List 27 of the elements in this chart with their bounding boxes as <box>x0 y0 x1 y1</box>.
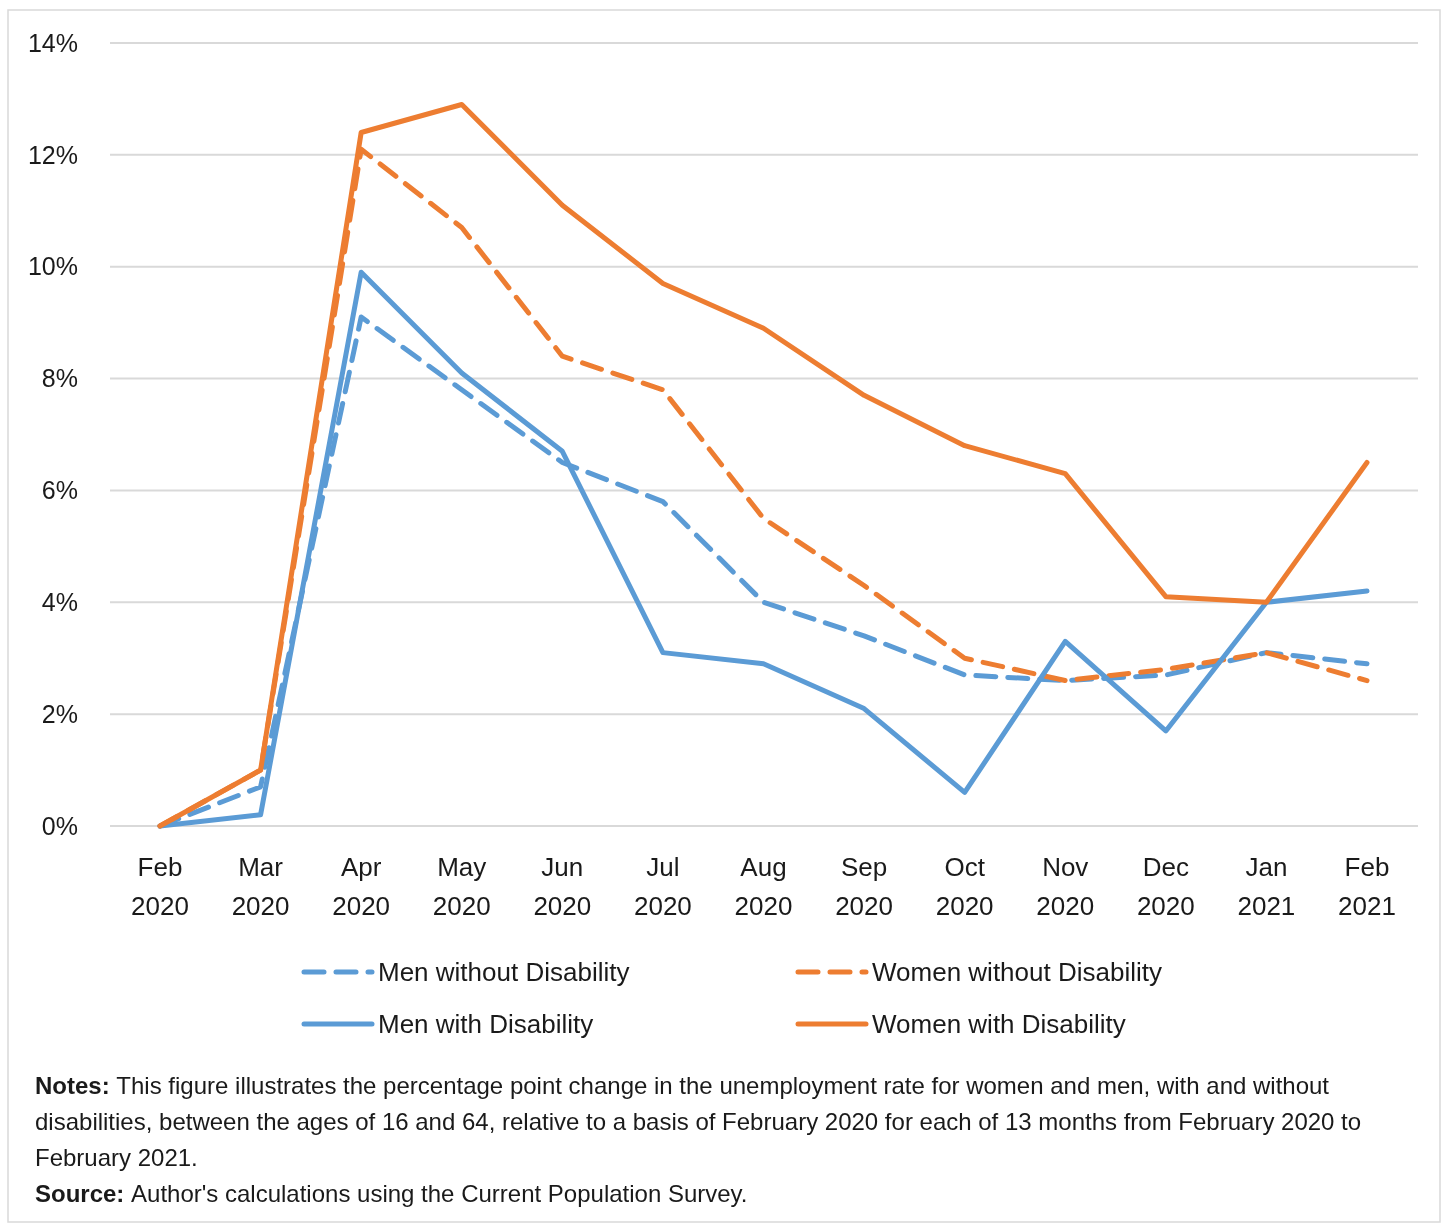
x-tick-label: Mar 2020 <box>231 852 290 921</box>
x-tick-label: Jun 2020 <box>533 852 592 921</box>
y-tick-label: 10% <box>27 252 78 281</box>
x-tick-label: Aug 2020 <box>734 852 793 921</box>
x-tick-label: May 2020 <box>432 852 491 921</box>
x-tick-label: Oct 2020 <box>935 852 994 921</box>
x-tick-label: Feb 2020 <box>131 852 189 921</box>
y-tick-label: 0% <box>41 811 78 840</box>
x-tick-label: Dec 2020 <box>1136 852 1195 921</box>
y-tick-label: 14% <box>27 28 78 57</box>
source-note: Source: Author's calculations using the Current Population Survey. <box>35 1180 748 1207</box>
x-tick-label: Apr 2020 <box>332 852 391 921</box>
x-tick-label: Sep 2020 <box>835 852 894 921</box>
y-tick-label: 4% <box>41 588 78 617</box>
x-tick-label: Jul 2020 <box>633 852 692 921</box>
x-tick-label: Jan 2021 <box>1237 852 1296 921</box>
y-tick-label: 12% <box>27 140 78 169</box>
y-tick-label: 6% <box>41 476 78 505</box>
y-tick-label: 2% <box>41 699 78 728</box>
legend-label: Men with Disability <box>378 1009 594 1040</box>
legend-label: Men without Disability <box>378 957 630 988</box>
y-tick-label: 8% <box>41 364 78 393</box>
legend-label: Women without Disability <box>872 957 1162 988</box>
x-tick-label: Nov 2020 <box>1036 852 1095 921</box>
text: Notes: This figure illustrates the percentage point change in the unemployment rate for women and men, with and without disabilities, between the ages of 16 and 64, relative to a basis of February 2020 for each of 13 months from February 2020 to February 2021. <box>35 1072 1362 1171</box>
x-tick-label: Feb 2021 <box>1338 852 1396 921</box>
legend-label: Women with Disability <box>872 1009 1126 1040</box>
